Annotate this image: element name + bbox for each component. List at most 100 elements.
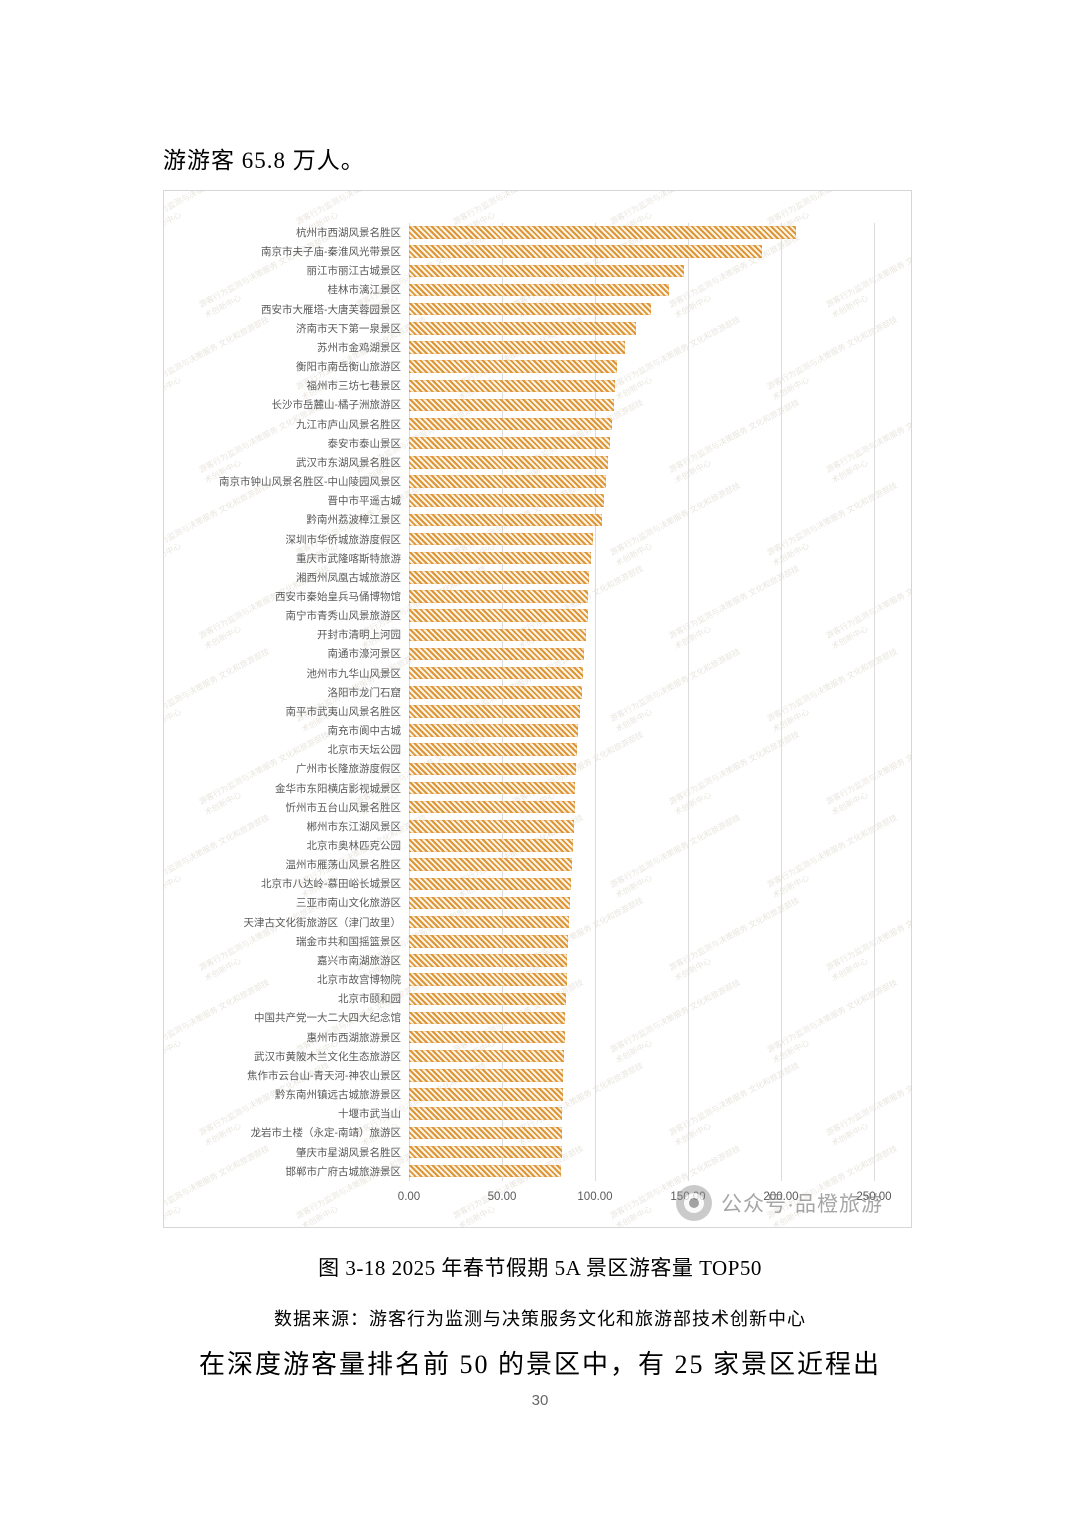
gridline	[409, 223, 410, 1181]
bar-track	[409, 436, 874, 450]
x-tick-label: 0.00	[397, 1191, 421, 1203]
bar-track	[409, 762, 874, 776]
bar-track	[409, 781, 874, 795]
category-label: 西安市大雁塔-大唐芙蓉园景区	[261, 303, 401, 316]
bar	[409, 877, 571, 891]
bar-track	[409, 1088, 874, 1101]
bar-track	[409, 417, 874, 431]
chart-row: 十堰市武当山	[164, 1104, 874, 1123]
bar-track	[409, 360, 874, 373]
bar	[409, 1069, 564, 1082]
category-label: 苏州市金鸡湖景区	[317, 341, 401, 354]
bar-track	[409, 341, 874, 354]
chart-row: 深圳市华侨城旅游度假区	[164, 530, 874, 549]
category-label: 济南市天下第一泉景区	[296, 322, 401, 335]
bar-track	[409, 513, 874, 527]
category-label: 洛阳市龙门石窟	[327, 686, 402, 699]
bar-track	[409, 551, 874, 565]
bar	[409, 590, 589, 603]
chart-row: 惠州市西湖旅游景区	[164, 1028, 874, 1047]
category-label: 黔南州荔波樟江景区	[306, 514, 402, 527]
chart-row: 北京市颐和园	[164, 989, 874, 1008]
chart-row: 南京市钟山风景名胜区-中山陵园风景区	[164, 472, 874, 491]
category-label: 福州市三坊七巷景区	[306, 380, 402, 393]
bar	[409, 475, 607, 488]
category-label: 郴州市东江湖风景区	[306, 820, 402, 833]
bar	[409, 1145, 562, 1159]
category-label: 北京市八达岭-慕田峪长城景区	[261, 878, 401, 891]
category-label: 武汉市黄陂木兰文化生态旅游区	[254, 1050, 401, 1063]
category-label: 南通市濠河景区	[327, 648, 402, 661]
chart-row: 焦作市云台山-青天河-神农山景区	[164, 1066, 874, 1085]
category-label: 十堰市武当山	[338, 1108, 401, 1121]
bar	[409, 686, 582, 699]
chart-row: 南京市夫子庙-秦淮风光带景区	[164, 242, 874, 261]
category-label: 武汉市东湖风景名胜区	[296, 456, 401, 469]
bar-track	[409, 283, 874, 297]
chart-row: 南宁市青秀山风景旅游区	[164, 606, 874, 625]
bar	[409, 743, 578, 756]
category-label: 嘉兴市南湖旅游区	[317, 954, 401, 967]
bar-track	[409, 992, 874, 1005]
category-label: 丽江市丽江古城景区	[306, 265, 402, 278]
brand-watermark-text: 公众号·品橙旅游	[721, 1193, 883, 1216]
bar	[409, 494, 605, 507]
bar-track	[409, 226, 874, 239]
bar	[409, 417, 612, 431]
category-label: 北京市天坛公园	[327, 744, 402, 757]
bar-track	[409, 398, 874, 412]
bar-track	[409, 1107, 874, 1120]
category-label: 三亚市南山文化旅游区	[296, 897, 401, 910]
bar	[409, 992, 567, 1005]
top-paragraph: 游游客 65.8 万人。	[163, 148, 365, 173]
bar	[409, 264, 685, 278]
bar-track	[409, 686, 874, 699]
category-label: 池州市九华山风景区	[306, 667, 402, 680]
bar	[409, 551, 592, 565]
category-label: 焦作市云台山-青天河-神农山景区	[247, 1069, 401, 1082]
gridline	[874, 223, 875, 1181]
category-label: 晋中市平遥古城	[327, 495, 402, 508]
chart-row: 开封市清明上河园	[164, 625, 874, 644]
bar	[409, 245, 763, 258]
bar-track	[409, 1030, 874, 1044]
bar-track	[409, 609, 874, 622]
category-label: 深圳市华侨城旅游度假区	[285, 533, 402, 546]
bar	[409, 379, 616, 392]
bar	[409, 628, 586, 642]
bar-track	[409, 475, 874, 488]
chart-row: 龙岩市土楼（永定-南靖）旅游区	[164, 1123, 874, 1142]
category-label: 桂林市漓江景区	[327, 284, 402, 297]
chart-row: 邯郸市广府古城旅游景区	[164, 1162, 874, 1181]
bar-track	[409, 915, 874, 929]
bar	[409, 935, 569, 948]
figure-chart: 游客行为监测与决策服务 文化和旅游部技术创新中心 游客行为监测与决策服务 文化和旅…	[163, 190, 912, 1228]
chart-row: 嘉兴市南湖旅游区	[164, 951, 874, 970]
bar-track	[409, 1069, 874, 1082]
category-label: 惠州市西湖旅游景区	[306, 1031, 402, 1044]
chart-row: 北京市天坛公园	[164, 740, 874, 759]
category-label: 肇庆市星湖风景名胜区	[296, 1146, 401, 1159]
bar-track	[409, 1164, 874, 1178]
category-label: 泰安市泰山景区	[327, 437, 402, 450]
bar-track	[409, 494, 874, 507]
category-label: 温州市雁荡山风景名胜区	[285, 859, 402, 872]
chart-row: 金华市东阳横店影视城景区	[164, 779, 874, 798]
bar	[409, 915, 569, 929]
bar	[409, 341, 625, 354]
chart-row: 郴州市东江湖风景区	[164, 817, 874, 836]
bar-track	[409, 935, 874, 948]
bar-track	[409, 743, 874, 756]
bar-track	[409, 954, 874, 967]
bar	[409, 820, 574, 833]
chart-row: 衡阳市南岳衡山旅游区	[164, 357, 874, 376]
chart-row: 湘西州凤凰古城旅游区	[164, 568, 874, 587]
category-label: 黔东南州镇远古城旅游景区	[275, 1089, 401, 1102]
category-label: 金华市东阳横店影视城景区	[275, 782, 401, 795]
bar	[409, 322, 636, 335]
chart-row: 杭州市西湖风景名胜区	[164, 223, 874, 242]
category-label: 忻州市五台山风景名胜区	[285, 801, 402, 814]
bar	[409, 1107, 563, 1120]
category-label: 南平市武夷山风景名胜区	[285, 705, 402, 718]
bar	[409, 436, 610, 450]
